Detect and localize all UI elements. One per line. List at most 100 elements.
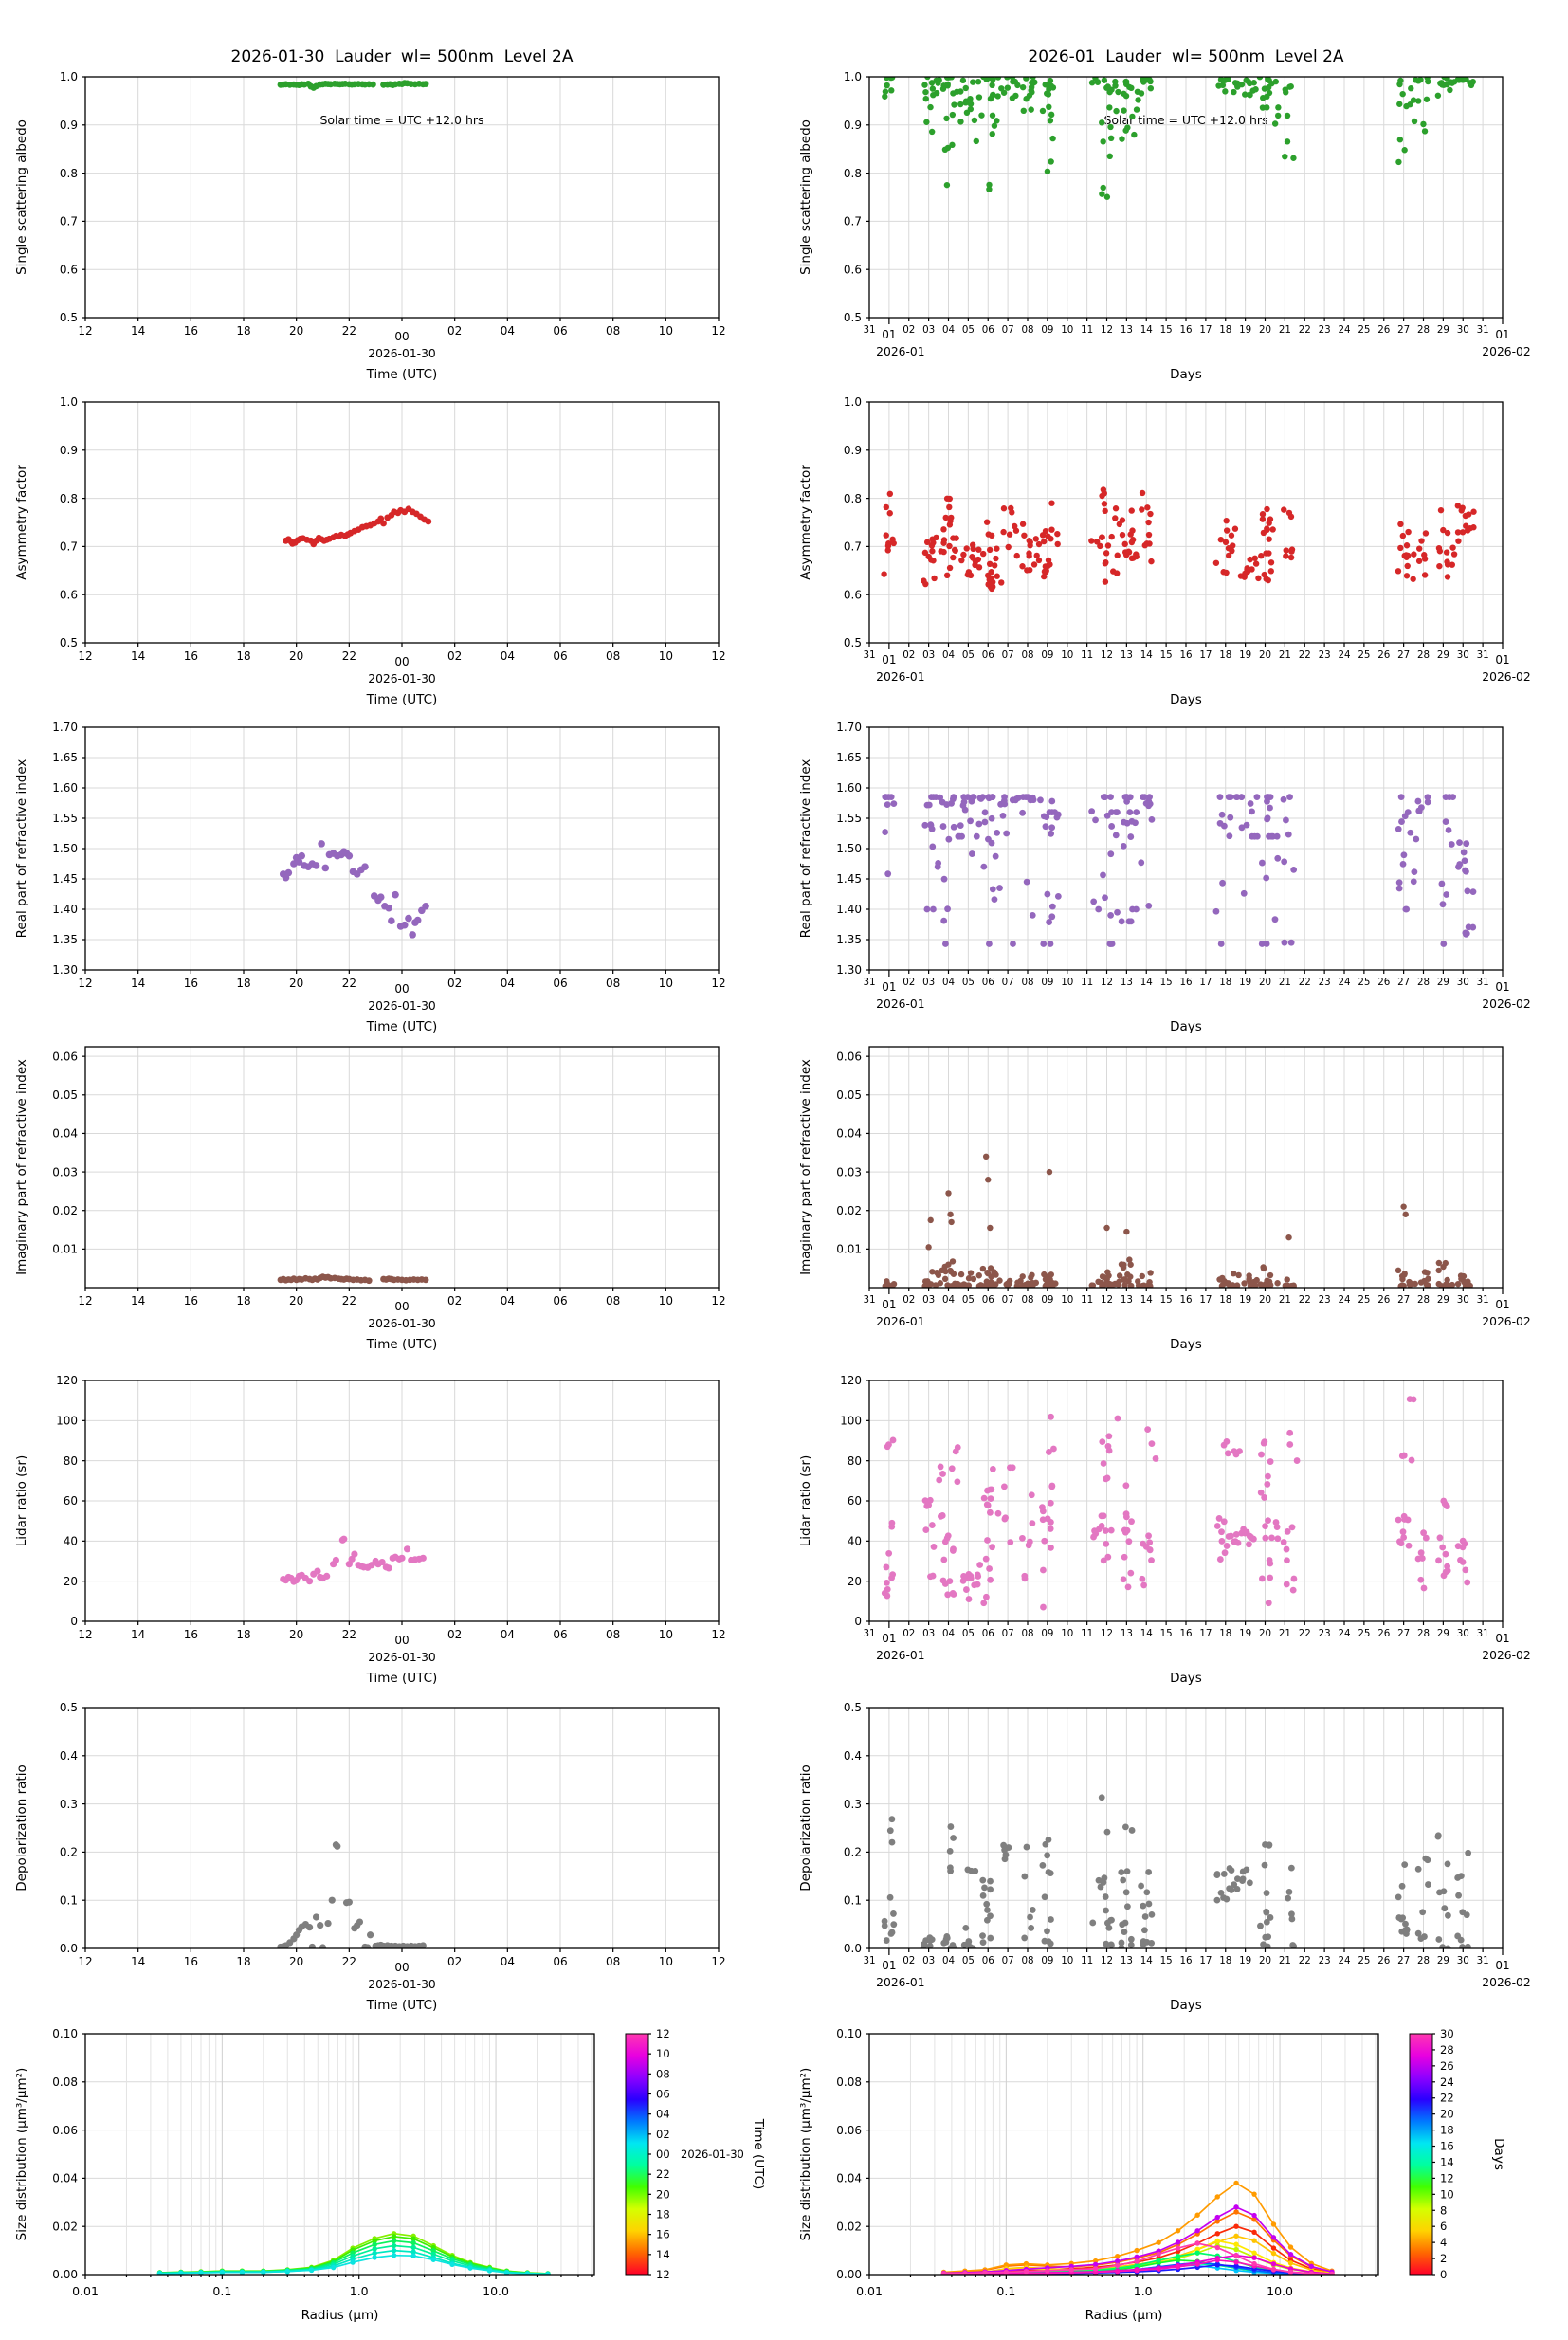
left-column-header: 2026-01-30 Lauder wl= 500nm Level 2A Sol…: [51, 11, 753, 163]
svg-text:26: 26: [1377, 977, 1390, 988]
svg-text:0.05: 0.05: [52, 1088, 78, 1102]
svg-text:09: 09: [1041, 977, 1053, 988]
svg-text:19: 19: [1239, 324, 1251, 336]
svg-text:00: 00: [394, 330, 409, 343]
svg-text:2026-02: 2026-02: [1482, 1315, 1530, 1328]
svg-text:16: 16: [1179, 1294, 1192, 1306]
svg-text:18: 18: [1219, 1955, 1231, 1966]
svg-text:13: 13: [1121, 977, 1133, 988]
svg-text:14: 14: [1140, 1955, 1153, 1966]
svg-text:20: 20: [848, 1575, 862, 1588]
svg-text:2026-01: 2026-01: [876, 1976, 924, 1989]
svg-text:29: 29: [1437, 1955, 1449, 1966]
svg-text:06: 06: [553, 1955, 567, 1968]
svg-text:2026-01: 2026-01: [876, 670, 924, 684]
svg-text:15: 15: [1160, 649, 1173, 661]
svg-text:26: 26: [1440, 2059, 1454, 2073]
svg-text:16: 16: [184, 977, 198, 990]
svg-text:03: 03: [922, 324, 935, 336]
svg-text:Days: Days: [1170, 367, 1202, 382]
svg-text:08: 08: [1021, 977, 1033, 988]
svg-text:17: 17: [1199, 649, 1212, 661]
svg-text:0.8: 0.8: [60, 167, 78, 180]
svg-text:08: 08: [606, 649, 620, 663]
svg-text:120: 120: [840, 1374, 862, 1387]
svg-text:20: 20: [1259, 1628, 1271, 1639]
svg-text:11: 11: [1081, 324, 1093, 336]
svg-text:12: 12: [711, 1294, 725, 1307]
svg-text:31: 31: [1477, 1628, 1489, 1639]
svg-text:00: 00: [394, 1300, 409, 1313]
svg-text:03: 03: [922, 1628, 935, 1639]
svg-text:31: 31: [863, 1628, 875, 1639]
svg-text:22: 22: [342, 1294, 356, 1307]
svg-text:1.55: 1.55: [52, 812, 78, 825]
svg-text:Asymmetry factor: Asymmetry factor: [14, 465, 29, 580]
svg-text:0.02: 0.02: [836, 2220, 862, 2233]
svg-text:12: 12: [78, 324, 92, 338]
svg-text:12: 12: [711, 649, 725, 663]
svg-text:0.2: 0.2: [844, 1846, 862, 1859]
svg-text:2026-02: 2026-02: [1482, 997, 1530, 1011]
svg-text:00: 00: [394, 655, 409, 668]
svg-text:04: 04: [942, 1955, 955, 1966]
svg-text:14: 14: [131, 324, 145, 338]
svg-text:0.5: 0.5: [60, 311, 78, 324]
left-title: 2026-01-30 Lauder wl= 500nm Level 2A: [230, 47, 574, 66]
svg-text:18: 18: [1219, 1294, 1231, 1306]
svg-text:04: 04: [942, 1628, 955, 1639]
svg-text:14: 14: [131, 1294, 145, 1307]
svg-text:2026-01-30: 2026-01-30: [681, 2148, 744, 2161]
svg-text:01: 01: [1495, 1298, 1509, 1311]
svg-text:0.1: 0.1: [212, 2284, 231, 2298]
svg-text:10: 10: [1061, 649, 1073, 661]
svg-text:28: 28: [1417, 1294, 1430, 1306]
svg-text:26: 26: [1377, 1628, 1390, 1639]
svg-text:31: 31: [1477, 1955, 1489, 1966]
svg-text:19: 19: [1239, 1294, 1251, 1306]
svg-text:1.70: 1.70: [836, 721, 862, 734]
svg-text:08: 08: [606, 324, 620, 338]
svg-text:0.04: 0.04: [836, 2172, 862, 2185]
svg-text:0.9: 0.9: [60, 444, 78, 457]
svg-text:0.02: 0.02: [52, 1204, 78, 1217]
svg-text:20: 20: [289, 1628, 303, 1641]
svg-text:06: 06: [982, 1955, 994, 1966]
svg-text:22: 22: [342, 1955, 356, 1968]
svg-text:00: 00: [394, 1961, 409, 1974]
svg-text:24: 24: [1440, 2075, 1454, 2089]
svg-text:11: 11: [1081, 1955, 1093, 1966]
svg-text:Size distribution (µm³/µm²): Size distribution (µm³/µm²): [798, 2068, 813, 2241]
svg-text:30: 30: [1457, 1294, 1469, 1306]
svg-text:1.0: 1.0: [1134, 2284, 1153, 2298]
svg-text:02: 02: [447, 977, 462, 990]
svg-text:08: 08: [1021, 1628, 1033, 1639]
svg-text:6: 6: [1440, 2220, 1447, 2233]
svg-text:18: 18: [236, 324, 250, 338]
svg-text:30: 30: [1440, 2027, 1454, 2040]
svg-text:05: 05: [962, 324, 975, 336]
svg-text:0.5: 0.5: [844, 1701, 862, 1714]
svg-text:Single scattering albedo: Single scattering albedo: [798, 119, 813, 275]
svg-text:15: 15: [1160, 977, 1173, 988]
svg-text:0.08: 0.08: [836, 2075, 862, 2089]
svg-text:60: 60: [848, 1494, 862, 1508]
svg-text:05: 05: [962, 1628, 975, 1639]
svg-text:2026-01-30: 2026-01-30: [368, 999, 435, 1013]
svg-text:Days: Days: [1170, 1671, 1202, 1686]
svg-text:10: 10: [1061, 1955, 1073, 1966]
svg-text:0.01: 0.01: [836, 1243, 862, 1256]
svg-text:31: 31: [863, 324, 875, 336]
svg-text:25: 25: [1358, 649, 1370, 661]
svg-text:15: 15: [1160, 1294, 1173, 1306]
svg-text:26: 26: [1377, 1955, 1390, 1966]
svg-text:13: 13: [1121, 324, 1133, 336]
svg-text:20: 20: [289, 324, 303, 338]
svg-text:40: 40: [64, 1535, 78, 1548]
svg-text:10: 10: [1061, 1628, 1073, 1639]
svg-text:02: 02: [903, 1628, 915, 1639]
svg-text:Depolarization ratio: Depolarization ratio: [14, 1764, 29, 1892]
svg-text:0.7: 0.7: [844, 540, 862, 554]
svg-text:10: 10: [659, 977, 673, 990]
